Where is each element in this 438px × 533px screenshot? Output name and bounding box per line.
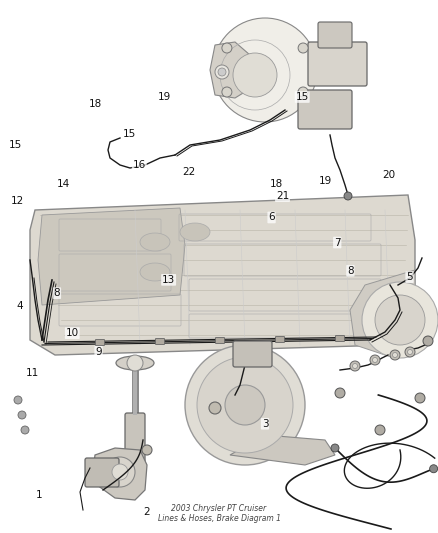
- Ellipse shape: [116, 356, 154, 370]
- Polygon shape: [210, 42, 250, 98]
- Text: 15: 15: [9, 140, 22, 150]
- Circle shape: [405, 347, 415, 357]
- Text: 10: 10: [66, 328, 79, 338]
- Circle shape: [197, 357, 293, 453]
- Circle shape: [218, 68, 226, 76]
- Circle shape: [370, 355, 380, 365]
- Circle shape: [222, 87, 232, 97]
- Polygon shape: [38, 208, 185, 305]
- Circle shape: [105, 457, 135, 487]
- Polygon shape: [93, 448, 147, 500]
- Text: 13: 13: [162, 275, 175, 285]
- Text: 3: 3: [261, 419, 268, 429]
- FancyBboxPatch shape: [233, 341, 272, 367]
- Circle shape: [14, 396, 22, 404]
- Circle shape: [213, 18, 317, 122]
- Circle shape: [222, 43, 232, 53]
- Text: 22: 22: [183, 167, 196, 176]
- Circle shape: [112, 464, 128, 480]
- Circle shape: [209, 402, 221, 414]
- Circle shape: [362, 282, 438, 358]
- Circle shape: [225, 385, 265, 425]
- Text: 1: 1: [36, 490, 43, 499]
- Circle shape: [331, 444, 339, 452]
- Circle shape: [350, 361, 360, 371]
- Text: 19: 19: [158, 92, 171, 102]
- Text: 9: 9: [95, 347, 102, 357]
- Text: 14: 14: [57, 179, 70, 189]
- Circle shape: [298, 43, 308, 53]
- Text: 16: 16: [133, 160, 146, 170]
- Circle shape: [21, 426, 29, 434]
- Circle shape: [392, 352, 398, 358]
- FancyBboxPatch shape: [318, 22, 352, 48]
- Text: 8: 8: [53, 288, 60, 298]
- Circle shape: [353, 364, 357, 368]
- Circle shape: [215, 65, 229, 79]
- Text: 18: 18: [269, 179, 283, 189]
- Circle shape: [375, 425, 385, 435]
- Circle shape: [344, 192, 352, 200]
- Text: 11: 11: [26, 368, 39, 378]
- Circle shape: [298, 87, 308, 97]
- Text: 4: 4: [16, 302, 23, 311]
- FancyBboxPatch shape: [215, 337, 225, 343]
- Circle shape: [18, 411, 26, 419]
- Circle shape: [127, 355, 143, 371]
- Circle shape: [372, 358, 378, 362]
- FancyBboxPatch shape: [336, 335, 345, 342]
- Polygon shape: [30, 195, 415, 355]
- Circle shape: [185, 345, 305, 465]
- Circle shape: [375, 295, 425, 345]
- Text: 12: 12: [11, 197, 24, 206]
- Text: 20: 20: [382, 170, 396, 180]
- FancyBboxPatch shape: [85, 458, 119, 487]
- Polygon shape: [350, 270, 415, 355]
- FancyBboxPatch shape: [298, 90, 352, 129]
- Circle shape: [423, 336, 433, 346]
- FancyBboxPatch shape: [155, 338, 165, 344]
- Text: 15: 15: [123, 130, 136, 139]
- Circle shape: [142, 445, 152, 455]
- Circle shape: [233, 53, 277, 97]
- Circle shape: [415, 393, 425, 403]
- FancyBboxPatch shape: [125, 413, 145, 472]
- Circle shape: [407, 350, 413, 354]
- Text: 6: 6: [268, 213, 275, 222]
- Text: 21: 21: [276, 191, 289, 201]
- Text: 2: 2: [143, 507, 150, 516]
- Ellipse shape: [140, 263, 170, 281]
- Circle shape: [430, 465, 438, 473]
- Circle shape: [390, 350, 400, 360]
- Circle shape: [335, 388, 345, 398]
- FancyBboxPatch shape: [308, 42, 367, 86]
- Ellipse shape: [140, 233, 170, 251]
- Text: 19: 19: [318, 176, 332, 186]
- Text: 7: 7: [334, 238, 341, 247]
- Text: 5: 5: [406, 272, 413, 282]
- FancyBboxPatch shape: [276, 336, 285, 343]
- Text: 18: 18: [89, 99, 102, 109]
- Ellipse shape: [180, 223, 210, 241]
- Text: 8: 8: [347, 266, 354, 276]
- Text: 15: 15: [296, 92, 309, 102]
- Text: 2003 Chrysler PT Cruiser
Lines & Hoses, Brake Diagram 1: 2003 Chrysler PT Cruiser Lines & Hoses, …: [158, 504, 280, 523]
- Polygon shape: [230, 435, 335, 465]
- FancyBboxPatch shape: [95, 340, 105, 345]
